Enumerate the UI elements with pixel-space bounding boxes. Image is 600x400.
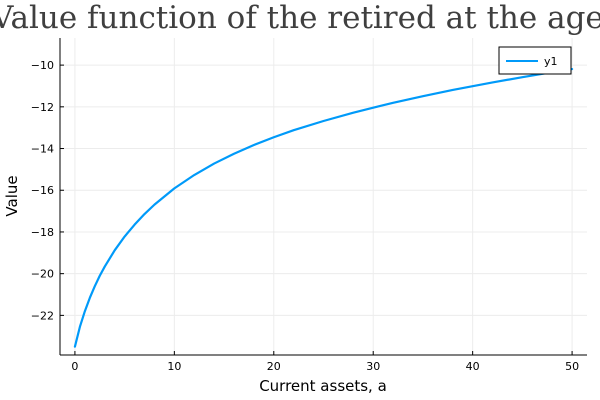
legend: y1 <box>498 46 572 75</box>
y-tick-label: −12 <box>31 101 54 114</box>
chart-title: Value function of the retired at the age… <box>0 0 600 36</box>
y-tick-label: −18 <box>31 226 54 239</box>
gridlines <box>60 38 587 355</box>
y-tick-label: −16 <box>31 184 54 197</box>
tick-labels: 0 10 20 30 40 50 −22 −20 −18 −16 −14 −12 −10 <box>31 59 579 373</box>
x-tick-label: 0 <box>71 360 78 373</box>
x-tick-label: 10 <box>167 360 181 373</box>
x-axis-label: Current assets, a <box>259 377 387 395</box>
y-tick-label: −22 <box>31 309 54 322</box>
series-layer <box>73 67 574 348</box>
x-tick-label: 50 <box>565 360 579 373</box>
legend-label-y1: y1 <box>544 55 558 68</box>
y-tick-label: −10 <box>31 59 54 72</box>
series-line-y1 <box>73 67 574 348</box>
x-tick-label: 20 <box>267 360 281 373</box>
y-tick-label: −20 <box>31 268 54 281</box>
axes <box>59 38 587 356</box>
x-tick-label: 30 <box>366 360 380 373</box>
x-tick-label: 40 <box>466 360 480 373</box>
y-axis-label: Value <box>3 175 21 216</box>
y-tick-label: −14 <box>31 143 54 156</box>
